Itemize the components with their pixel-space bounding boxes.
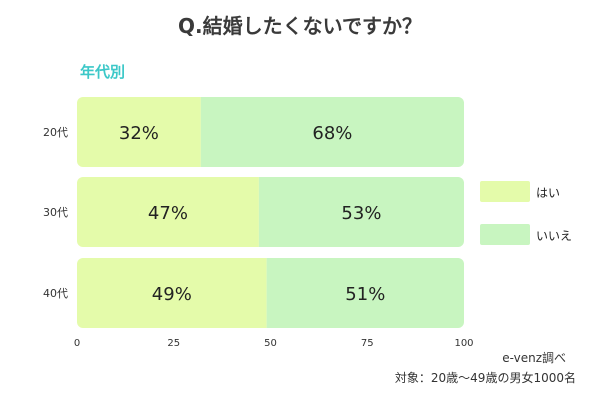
x-tick-label: 75: [361, 338, 374, 349]
x-tick-label: 50: [264, 338, 277, 349]
bar-segment: [77, 258, 267, 328]
category-label: 30代: [43, 206, 68, 219]
data-label: 51%: [345, 284, 385, 305]
data-label: 32%: [119, 123, 159, 144]
category-label: 40代: [43, 287, 68, 300]
survey-note: 対象：20歳〜49歳の男女1000名: [394, 371, 576, 385]
bar-segment: [266, 258, 464, 328]
legend-label-no: いいえ: [536, 229, 573, 243]
bar-group: 49% 51%: [77, 258, 464, 328]
bar-segment: [77, 97, 201, 167]
x-tick-label: 25: [167, 338, 180, 349]
category-label: 20代: [43, 126, 68, 139]
data-label: 68%: [312, 123, 352, 144]
bar-segment: [258, 177, 464, 247]
chart-title: Q.結婚したくないですか？: [178, 14, 422, 38]
chart-subtitle: 年代別: [80, 63, 126, 81]
legend-swatch-yes: [480, 181, 530, 202]
data-label: 49%: [152, 284, 192, 305]
legend-label-yes: はい: [536, 186, 561, 200]
data-label: 53%: [341, 203, 381, 224]
legend-swatch-no: [480, 224, 530, 245]
data-label: 47%: [148, 203, 188, 224]
bar-group: 32% 68%: [77, 97, 464, 167]
bar-segment: [200, 97, 464, 167]
bar-group: 47% 53%: [77, 177, 464, 247]
bar-segment: [77, 177, 259, 247]
x-tick-label: 100: [454, 338, 473, 349]
source-credit: e-venz調べ: [502, 351, 566, 365]
x-tick-label: 0: [74, 338, 80, 349]
